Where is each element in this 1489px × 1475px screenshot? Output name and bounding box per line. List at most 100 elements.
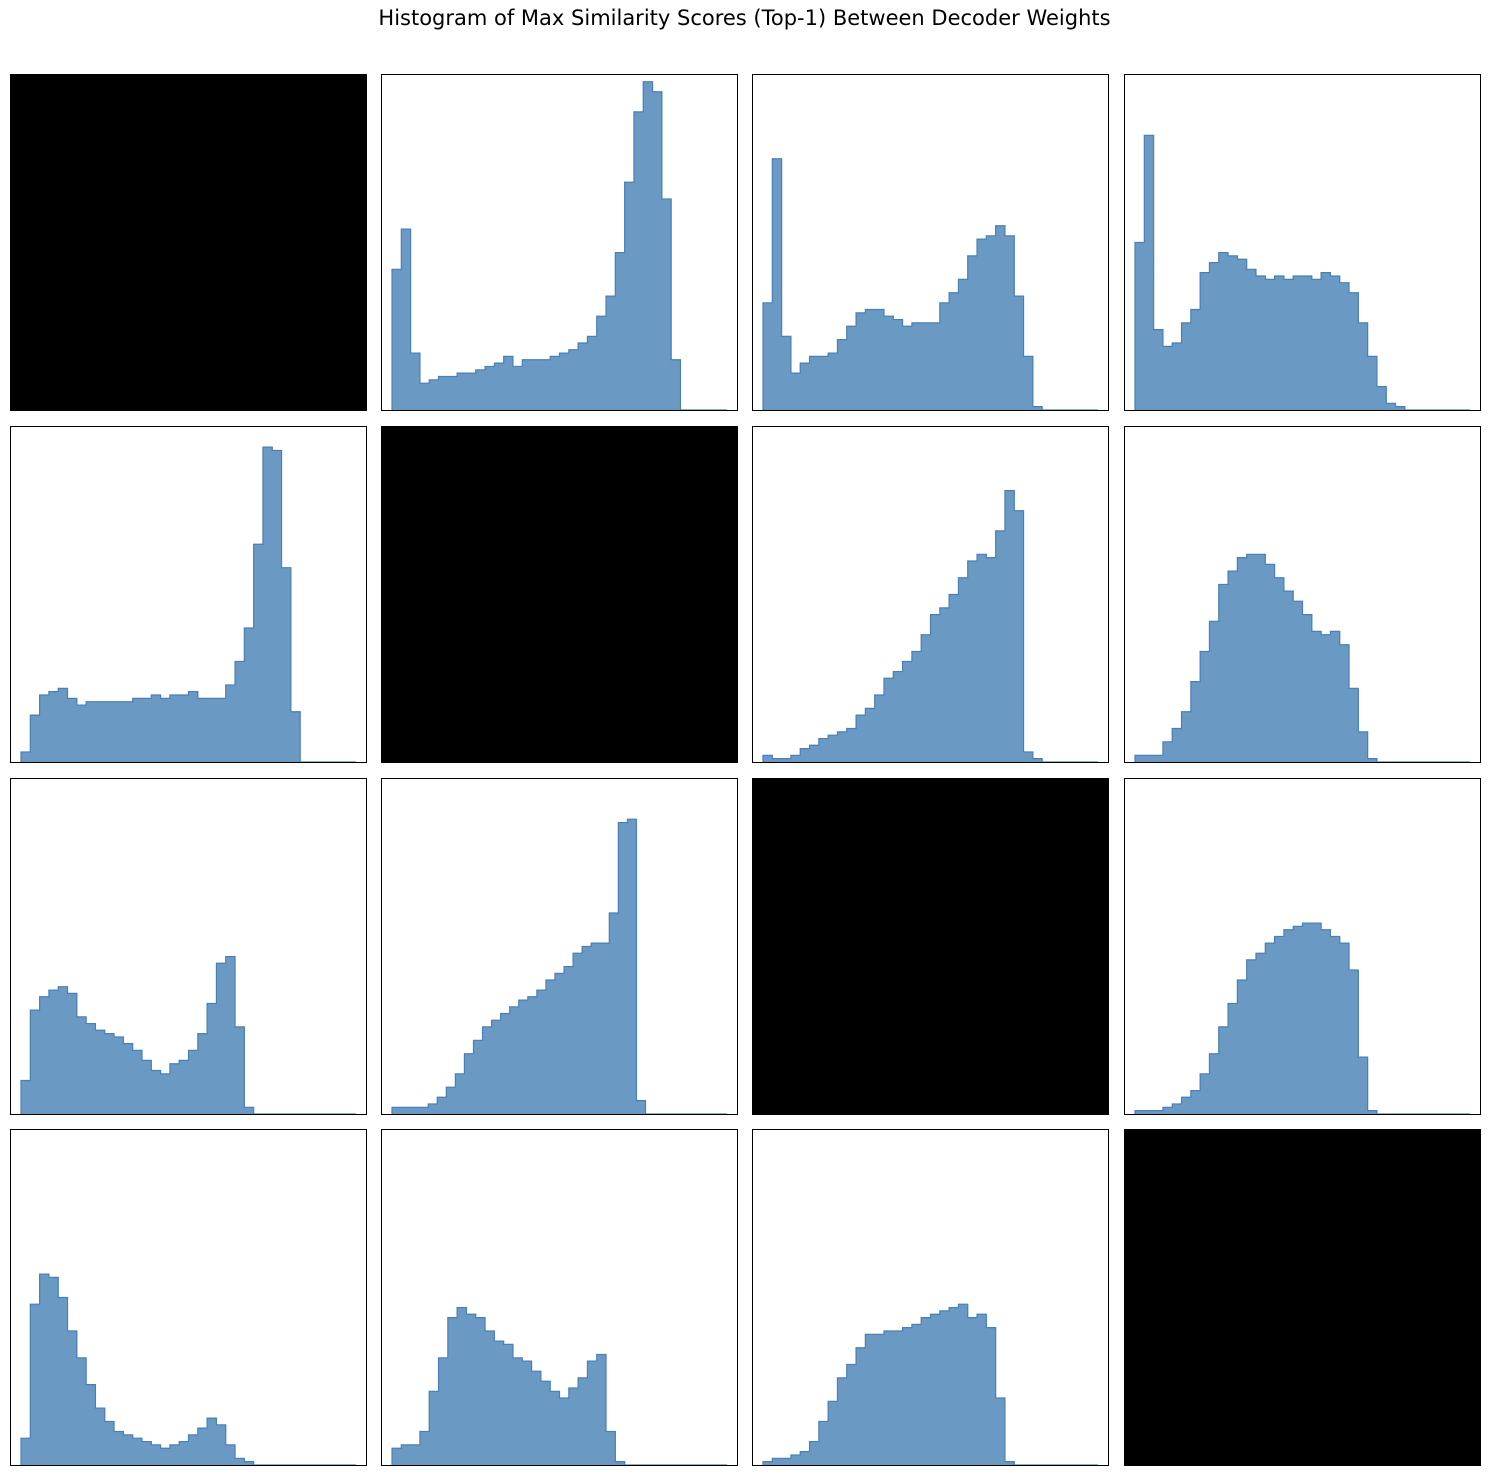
histogram-bar [883,316,894,410]
histogram-bar [763,755,773,762]
histogram-bar [225,956,236,1114]
histogram-bar [1237,259,1248,410]
histogram-bar [1218,1026,1229,1114]
histogram-bar [772,1458,783,1465]
histogram-outline [1134,553,1470,762]
histogram-panel-r3-c1 [381,1129,738,1466]
histogram-bar [235,1026,245,1114]
histogram-bar [401,229,412,410]
histogram-bar [1302,614,1313,762]
histogram-bar [564,966,574,1114]
histogram-bar [67,698,78,762]
histogram-plot [391,1306,727,1465]
histogram-bar [1004,235,1015,410]
histogram-bar [216,1424,227,1465]
histogram-bar [781,1458,792,1465]
histogram-bar [837,339,848,410]
diagonal-panel-r2-c2 [752,778,1109,1115]
histogram-bar [1190,309,1201,410]
histogram-outline [762,1303,1098,1465]
histogram-bar [1311,631,1322,762]
histogram-bar [883,678,894,762]
histogram-bar [578,343,588,410]
histogram-bar [447,1317,458,1465]
histogram-plot [1134,134,1470,410]
histogram-bar [216,963,227,1114]
histogram-bar [188,691,199,762]
histogram-bar [587,1361,598,1465]
histogram-bar [856,1347,866,1465]
histogram-bar [1162,741,1173,762]
histogram-bar [446,1087,456,1114]
histogram-bar [531,1371,542,1465]
histogram-bar [188,1434,199,1465]
histogram-bar [856,312,866,410]
histogram-bar [485,366,495,410]
histogram-bar [503,1344,514,1465]
histogram-bar [30,1304,41,1465]
histogram-bar [457,373,467,410]
histogram-bar [1376,386,1387,410]
histogram-bar [540,359,551,410]
histogram-bar [244,628,255,762]
histogram-bar [531,359,542,410]
histogram-bar [392,1448,402,1465]
histogram-bar [545,980,556,1114]
histogram-bar [958,279,969,410]
histogram-bar [615,252,626,410]
histogram-bar [772,158,783,410]
histogram-bar [930,614,941,762]
histogram-bar [197,1033,208,1114]
histogram-bar [865,309,876,410]
histogram-bar [1367,1110,1378,1114]
histogram-bar [21,751,31,762]
histogram-plot [1134,922,1470,1114]
histogram-bar [883,1331,894,1465]
histogram-bar [995,530,1006,762]
histogram-bar [800,748,810,762]
histogram-bar [1190,1090,1201,1114]
histogram-bar [1218,584,1229,762]
diagonal-panel-r0-c0 [10,74,367,411]
histogram-bar [466,373,477,410]
histogram-bar [591,943,601,1114]
histogram-bar [1349,292,1359,410]
histogram-bar [464,1053,474,1114]
histogram-bar [995,225,1006,410]
histogram-bar [48,990,59,1114]
histogram-bar [512,1357,523,1465]
histogram-bar [475,369,486,410]
histogram-bar [1358,731,1369,762]
histogram-bar [573,953,583,1114]
histogram-bar [160,1448,171,1465]
histogram-bar [457,1307,467,1465]
histogram-bar [253,544,264,762]
histogram-bar [949,594,959,762]
histogram-bar [132,698,143,762]
histogram-bar [671,359,681,410]
histogram-bar [160,698,171,762]
histogram-panel-r1-c3 [1124,426,1481,763]
histogram-bar [781,336,792,410]
histogram-bar [123,1043,134,1114]
histogram-bar [114,1036,124,1114]
histogram-bar [235,661,245,762]
histogram-outline [20,955,356,1114]
histogram-panel-r2-c0 [10,778,367,1115]
histogram-bar [596,316,607,410]
histogram-bar [995,1398,1006,1465]
histogram-bar [1228,1003,1238,1114]
histogram-bar [1153,755,1164,762]
histogram-bar [818,738,829,762]
histogram-bar [967,1317,978,1465]
histogram-panel-r1-c2 [752,426,1109,763]
histogram-bar [1395,406,1406,410]
histogram-bar [114,701,124,762]
histogram-bar [1181,322,1192,410]
histogram-bar [21,1080,31,1114]
histogram-bar [1321,929,1331,1114]
histogram-bar [151,1444,161,1465]
histogram-bar [1228,255,1238,410]
histogram-bar [1209,621,1220,762]
